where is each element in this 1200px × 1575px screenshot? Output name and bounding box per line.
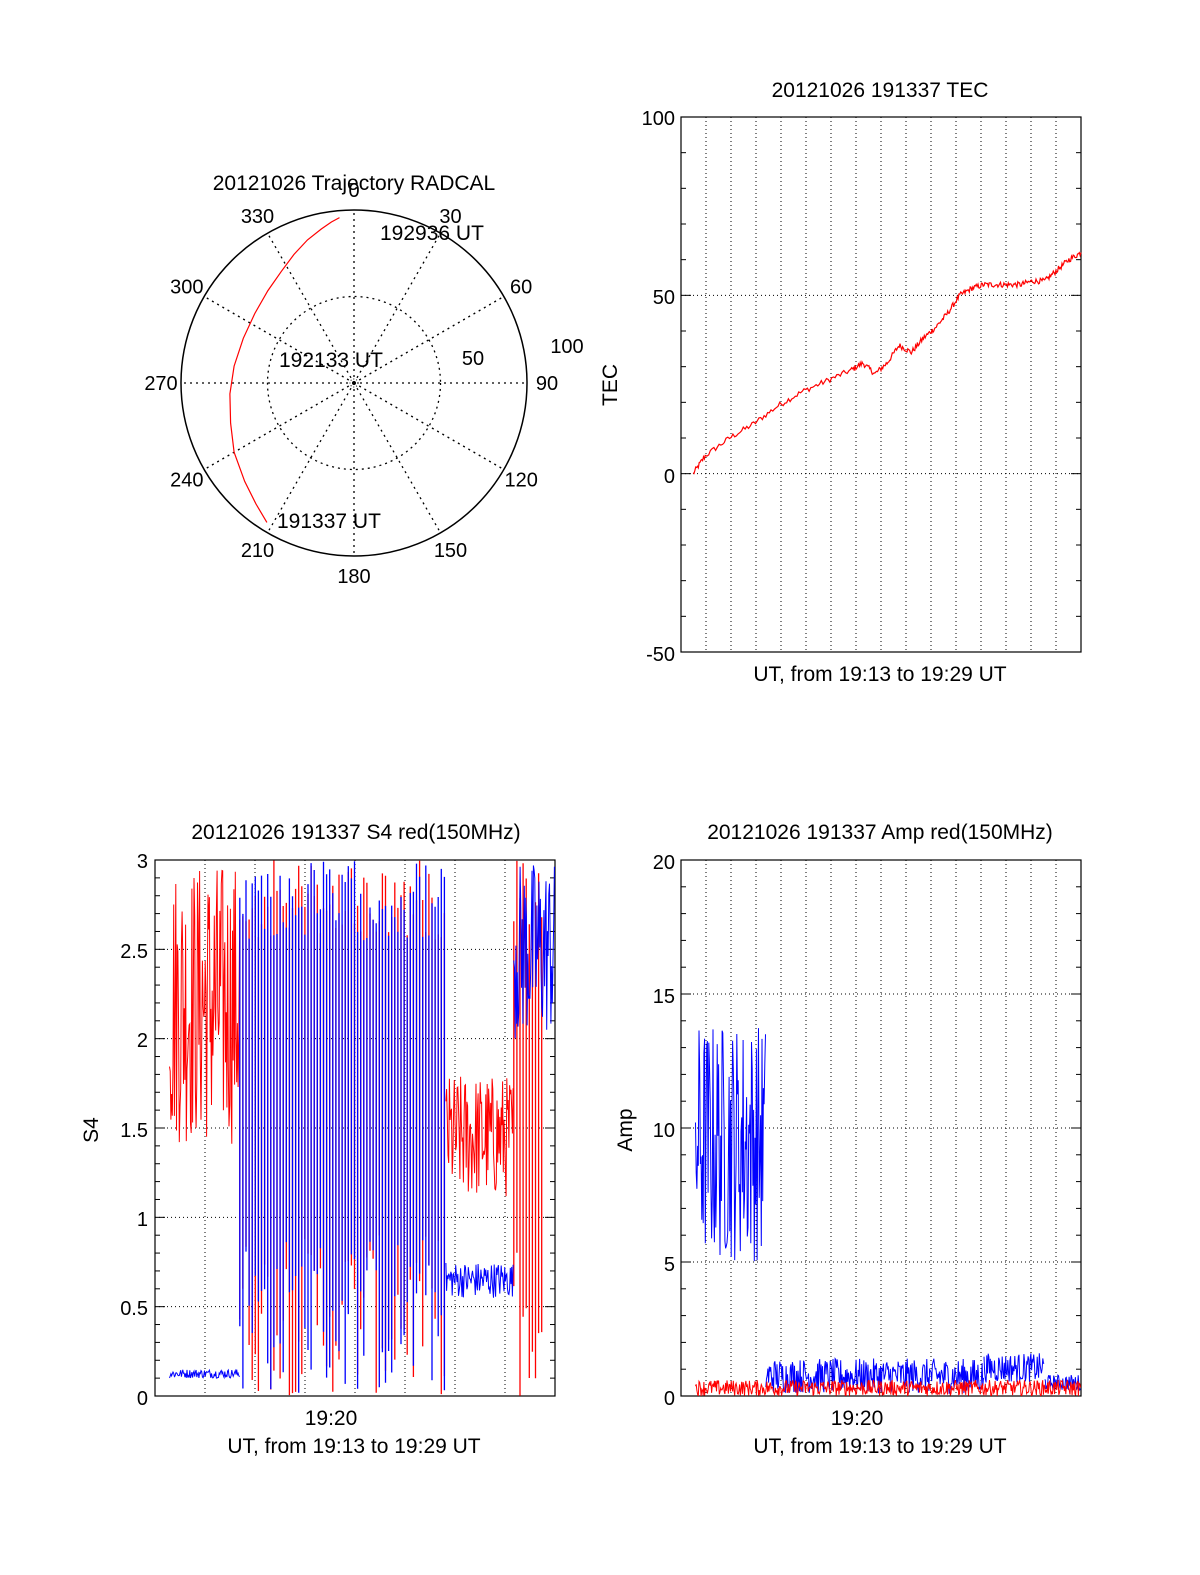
s4-ytick-0-5: 0.5 bbox=[120, 1298, 148, 1320]
polar-angle-label-300: 300 bbox=[170, 277, 203, 299]
tec-ytick-minus50: -50 bbox=[646, 644, 675, 666]
polar-title: 20121026 Trajectory RADCAL bbox=[213, 172, 496, 195]
tec-plot-area bbox=[680, 116, 1082, 653]
tec-ytick-50: 50 bbox=[653, 287, 675, 309]
s4-ylabel: S4 bbox=[80, 1117, 103, 1143]
polar-angle-labels: 0 30 60 90 120 150 180 210 240 270 300 330 bbox=[144, 180, 558, 588]
amp-panel: 20121026 191337 Amp red(150MHz) 20 15 10… bbox=[614, 821, 1082, 1458]
annotation-end-time: 192936 UT bbox=[380, 222, 484, 245]
polar-angle-label-150: 150 bbox=[434, 540, 467, 562]
amp-series-red-segment bbox=[695, 1378, 1081, 1396]
polar-spoke-300 bbox=[203, 295, 355, 384]
polar-angle-label-60: 60 bbox=[510, 277, 532, 299]
amp-ytick-20: 20 bbox=[653, 852, 675, 874]
tec-ytick-100: 100 bbox=[642, 108, 675, 130]
polar-ring-50 bbox=[266, 295, 442, 471]
radial-label-100: 100 bbox=[550, 336, 583, 358]
trajectory-polar-panel: 20121026 Trajectory RADCAL 0 30 60 90 120 150… bbox=[144, 172, 583, 588]
polar-angle-label-180: 180 bbox=[337, 566, 370, 588]
polar-center bbox=[349, 378, 359, 388]
amp-ytick-5: 5 bbox=[664, 1254, 675, 1276]
amp-plot-area bbox=[680, 859, 1082, 1397]
polar-grid bbox=[180, 209, 528, 557]
s4-ytick-2-5: 2.5 bbox=[120, 941, 148, 963]
polar-outer-circle bbox=[180, 209, 528, 557]
annotation-mid-time: 192133 UT bbox=[279, 349, 383, 372]
annotation-start-time: 191337 UT bbox=[277, 510, 381, 533]
polar-angle-label-120: 120 bbox=[504, 470, 537, 492]
polar-spoke-30 bbox=[353, 232, 442, 384]
s4-plot-area bbox=[154, 859, 556, 1397]
s4-series-red-segment bbox=[513, 860, 543, 1396]
tec-ytick-0: 0 bbox=[664, 466, 675, 488]
trajectory-line bbox=[229, 217, 340, 523]
tec-series-line bbox=[692, 251, 1082, 475]
s4-series-blue-segment bbox=[239, 861, 446, 1393]
amp-ytick-10: 10 bbox=[653, 1120, 675, 1142]
s4-panel: 20121026 191337 S4 red(150MHz) 3 2.5 2 1… bbox=[80, 821, 556, 1458]
s4-series-red-segment bbox=[445, 1076, 514, 1197]
tec-ylabel: TEC bbox=[599, 364, 622, 406]
polar-spoke-60 bbox=[353, 295, 505, 384]
polar-angle-label-330: 330 bbox=[241, 206, 274, 228]
amp-ytick-0: 0 bbox=[664, 1388, 675, 1410]
polar-angle-label-0: 0 bbox=[348, 180, 359, 202]
polar-spoke-210 bbox=[266, 382, 355, 534]
s4-ytick-1: 1 bbox=[137, 1209, 148, 1231]
polar-angle-label-30: 30 bbox=[439, 206, 461, 228]
s4-series-blue-segment bbox=[169, 1368, 240, 1380]
amp-xtick: 19:20 bbox=[831, 1407, 884, 1430]
amp-title: 20121026 191337 Amp red(150MHz) bbox=[707, 821, 1053, 844]
amp-ytick-15: 15 bbox=[653, 986, 675, 1008]
tec-title: 20121026 191337 TEC bbox=[772, 79, 989, 102]
s4-ytick-3: 3 bbox=[137, 851, 148, 873]
polar-spoke-240 bbox=[203, 382, 355, 471]
tec-xlabel: UT, from 19:13 to 19:29 UT bbox=[753, 663, 1006, 686]
s4-ytick-1-5: 1.5 bbox=[120, 1120, 148, 1142]
tec-panel: 20121026 191337 TEC 100 50 0 -50 TEC UT,… bbox=[599, 79, 1082, 686]
s4-series-red-segment bbox=[169, 869, 240, 1144]
s4-series-blue-segment bbox=[513, 865, 555, 1039]
polar-angle-label-210: 210 bbox=[241, 540, 274, 562]
amp-xlabel: UT, from 19:13 to 19:29 UT bbox=[753, 1435, 1006, 1458]
s4-xtick: 19:20 bbox=[305, 1407, 358, 1430]
s4-series-blue-segment bbox=[445, 1262, 514, 1298]
amp-series-blue-segment bbox=[765, 1357, 984, 1395]
radial-label-50: 50 bbox=[462, 348, 484, 370]
s4-title: 20121026 191337 S4 red(150MHz) bbox=[191, 821, 520, 844]
polar-spoke-150 bbox=[353, 382, 442, 534]
polar-angle-label-270: 270 bbox=[144, 373, 177, 395]
s4-xlabel: UT, from 19:13 to 19:29 UT bbox=[227, 1435, 480, 1458]
polar-angle-label-240: 240 bbox=[170, 470, 203, 492]
amp-series-blue-segment bbox=[983, 1353, 1045, 1383]
amp-ylabel: Amp bbox=[614, 1108, 637, 1151]
amp-series-blue-segment bbox=[695, 1028, 766, 1262]
s4-ytick-2: 2 bbox=[137, 1030, 148, 1052]
polar-spoke-330 bbox=[266, 232, 355, 384]
polar-angle-label-90: 90 bbox=[536, 373, 558, 395]
s4-ytick-0: 0 bbox=[137, 1388, 148, 1410]
polar-spoke-120 bbox=[353, 382, 505, 471]
